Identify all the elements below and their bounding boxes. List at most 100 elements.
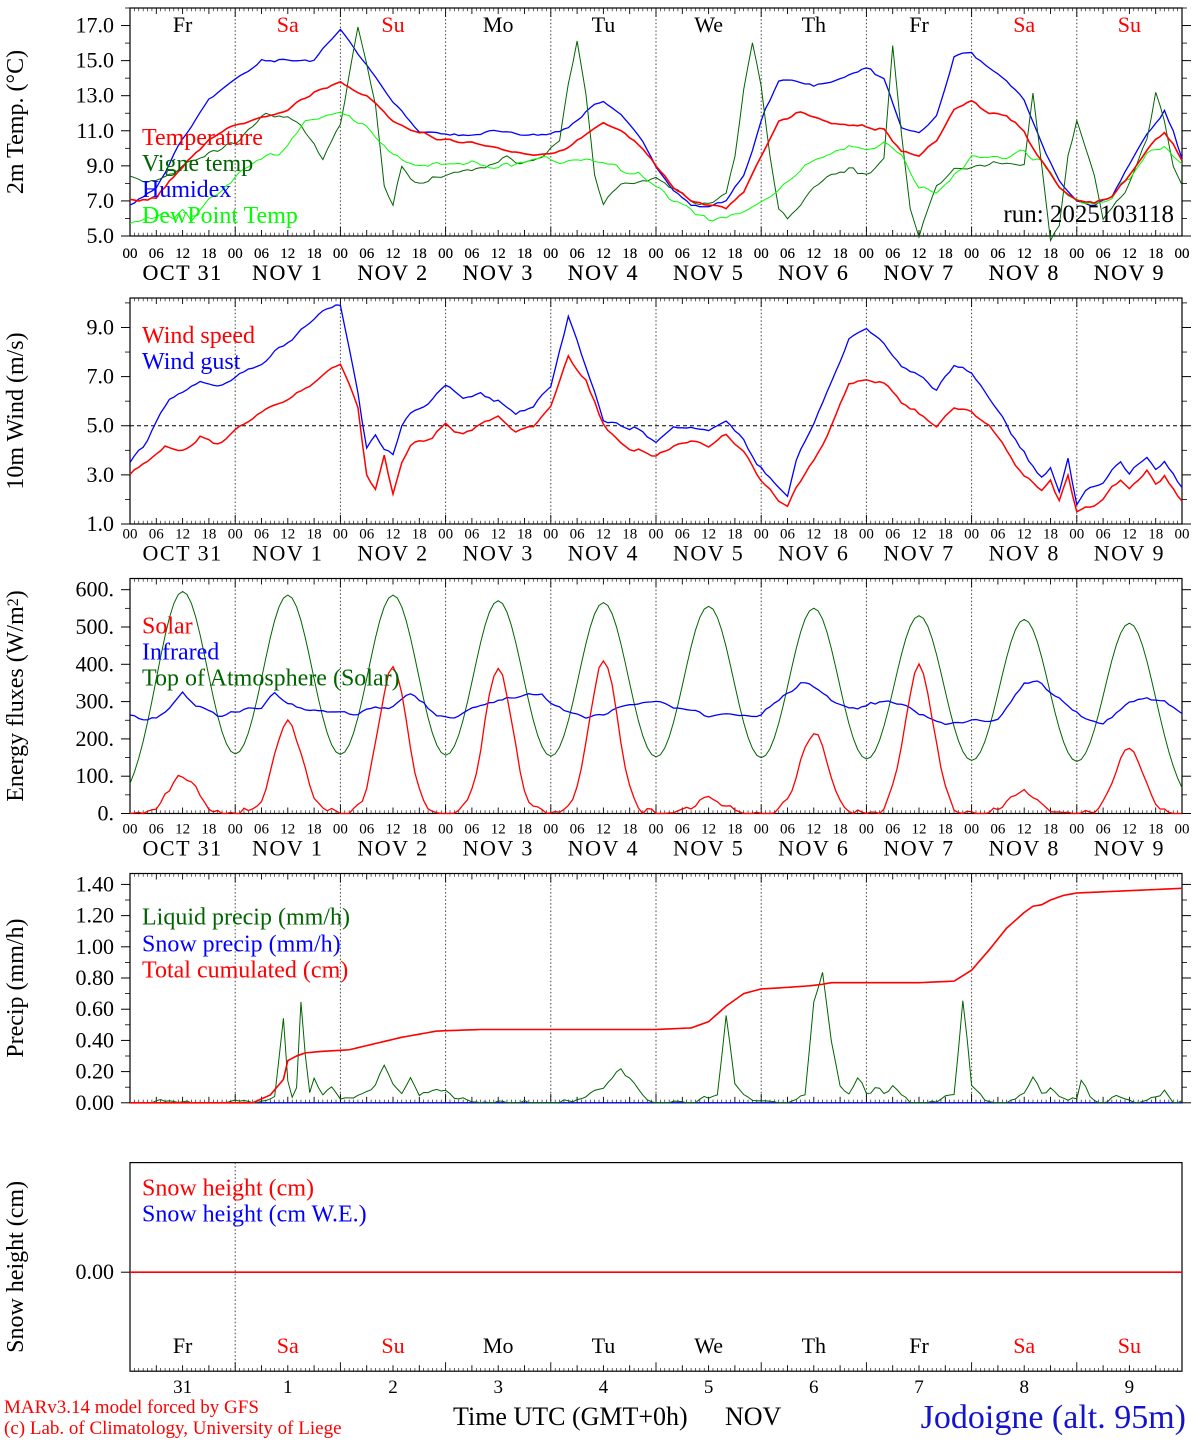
svg-text:Sa: Sa [1013, 1333, 1035, 1358]
svg-text:0.40: 0.40 [76, 1027, 115, 1052]
svg-text:NOV 8: NOV 8 [989, 260, 1060, 285]
svg-text:12: 12 [491, 246, 506, 262]
svg-text:06: 06 [464, 246, 480, 262]
svg-text:Fr: Fr [173, 12, 193, 37]
svg-text:00: 00 [438, 246, 453, 262]
svg-text:15.0: 15.0 [76, 48, 115, 73]
svg-text:12: 12 [1122, 246, 1137, 262]
svg-text:Su: Su [381, 12, 404, 37]
svg-text:12: 12 [912, 246, 927, 262]
svg-text:12: 12 [280, 527, 295, 543]
svg-text:NOV 5: NOV 5 [673, 836, 744, 861]
svg-text:00: 00 [754, 822, 769, 838]
svg-text:7.0: 7.0 [87, 364, 115, 389]
svg-text:NOV 2: NOV 2 [357, 836, 428, 861]
svg-text:12: 12 [386, 527, 401, 543]
svg-text:NOV 8: NOV 8 [989, 836, 1060, 861]
svg-text:06: 06 [149, 822, 165, 838]
svg-text:NOV 9: NOV 9 [1094, 260, 1165, 285]
svg-text:We: We [694, 12, 723, 37]
svg-text:5: 5 [704, 1377, 714, 1398]
svg-text:06: 06 [149, 527, 165, 543]
svg-text:17.0: 17.0 [76, 13, 115, 38]
svg-text:Snow height (cm W.E.): Snow height (cm W.E.) [142, 1202, 367, 1228]
svg-text:Infrared: Infrared [142, 640, 219, 666]
svg-text:200.: 200. [76, 726, 115, 751]
svg-text:06: 06 [570, 527, 586, 543]
svg-text:NOV 6: NOV 6 [778, 836, 849, 861]
svg-text:18: 18 [727, 822, 742, 838]
svg-text:12: 12 [1017, 822, 1032, 838]
svg-text:Precip (mm/h): Precip (mm/h) [3, 918, 29, 1057]
svg-text:Fr: Fr [909, 12, 929, 37]
svg-text:Th: Th [802, 1333, 826, 1358]
svg-text:NOV 5: NOV 5 [673, 541, 744, 566]
svg-text:NOV 1: NOV 1 [252, 541, 323, 566]
svg-text:12: 12 [1122, 822, 1137, 838]
svg-text:Wind gust: Wind gust [142, 349, 241, 375]
svg-text:DewPoint Temp: DewPoint Temp [142, 203, 298, 229]
svg-text:Su: Su [1118, 1333, 1141, 1358]
svg-text:Solar: Solar [142, 614, 193, 640]
svg-text:06: 06 [780, 527, 796, 543]
svg-text:18: 18 [1043, 527, 1058, 543]
svg-text:OCT 31: OCT 31 [143, 836, 223, 861]
svg-text:300.: 300. [76, 689, 115, 714]
svg-text:3: 3 [493, 1377, 503, 1398]
svg-text:06: 06 [780, 822, 796, 838]
svg-text:OCT 31: OCT 31 [143, 260, 223, 285]
svg-text:00: 00 [1069, 822, 1084, 838]
svg-text:NOV 7: NOV 7 [883, 541, 954, 566]
svg-text:18: 18 [1043, 822, 1058, 838]
svg-text:NOV: NOV [725, 1402, 782, 1431]
svg-text:NOV 5: NOV 5 [673, 260, 744, 285]
svg-text:4: 4 [599, 1377, 609, 1398]
svg-text:NOV 4: NOV 4 [568, 836, 639, 861]
svg-text:18: 18 [1043, 246, 1058, 262]
svg-text:12: 12 [1017, 527, 1032, 543]
svg-text:00: 00 [964, 246, 979, 262]
svg-text:Snow height (cm): Snow height (cm) [142, 1176, 314, 1202]
svg-text:10m Wind (m/s): 10m Wind (m/s) [3, 332, 29, 489]
svg-text:06: 06 [359, 527, 375, 543]
svg-text:NOV 9: NOV 9 [1094, 836, 1165, 861]
svg-text:06: 06 [254, 822, 270, 838]
svg-text:12: 12 [596, 822, 611, 838]
svg-text:00: 00 [123, 822, 138, 838]
svg-text:500.: 500. [76, 614, 115, 639]
svg-text:06: 06 [1096, 246, 1112, 262]
svg-text:00: 00 [1175, 246, 1190, 262]
svg-text:12: 12 [701, 527, 716, 543]
svg-text:12: 12 [280, 246, 295, 262]
svg-text:18: 18 [833, 527, 848, 543]
svg-text:12: 12 [491, 527, 506, 543]
svg-text:12: 12 [596, 527, 611, 543]
svg-text:31: 31 [173, 1377, 192, 1398]
svg-text:OCT 31: OCT 31 [143, 541, 223, 566]
svg-text:2m Temp. (°C): 2m Temp. (°C) [3, 50, 29, 194]
svg-text:00: 00 [333, 822, 348, 838]
svg-text:00: 00 [333, 527, 348, 543]
svg-text:1.40: 1.40 [76, 871, 115, 896]
svg-text:Vigne temp: Vigne temp [142, 151, 253, 177]
svg-text:06: 06 [990, 822, 1006, 838]
svg-text:6: 6 [809, 1377, 819, 1398]
svg-text:Energy fluxes (W/m2): Energy fluxes (W/m2) [3, 590, 29, 802]
svg-text:12: 12 [806, 527, 821, 543]
svg-text:Time UTC (GMT+0h): Time UTC (GMT+0h) [453, 1402, 688, 1431]
svg-text:7.0: 7.0 [87, 188, 115, 213]
svg-text:(c) Lab. of Climatology, Unive: (c) Lab. of Climatology, University of L… [4, 1418, 342, 1439]
svg-text:18: 18 [1148, 527, 1163, 543]
svg-text:NOV 7: NOV 7 [883, 836, 954, 861]
svg-text:0.00: 0.00 [76, 1090, 115, 1115]
svg-text:Top of Atmosphere (Solar): Top of Atmosphere (Solar) [142, 666, 400, 692]
svg-text:18: 18 [833, 246, 848, 262]
svg-text:0.80: 0.80 [76, 965, 115, 990]
svg-text:9.0: 9.0 [87, 314, 115, 339]
svg-text:06: 06 [675, 822, 691, 838]
svg-text:Snow precip (mm/h): Snow precip (mm/h) [142, 932, 341, 958]
svg-text:18: 18 [938, 246, 953, 262]
svg-text:06: 06 [254, 246, 270, 262]
svg-text:12: 12 [175, 246, 190, 262]
svg-text:18: 18 [517, 822, 532, 838]
